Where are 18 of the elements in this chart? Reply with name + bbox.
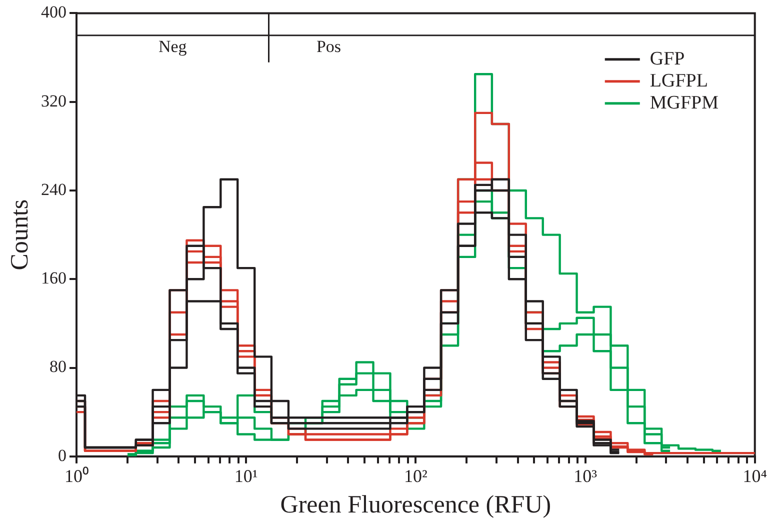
y-tick-label: 320 xyxy=(41,91,66,110)
y-axis-title: Counts xyxy=(6,199,34,270)
legend-label: LGFPL xyxy=(650,70,708,92)
y-tick-label: 240 xyxy=(41,180,66,199)
y-tick-label: 80 xyxy=(50,357,66,376)
annotation: Neg xyxy=(158,36,188,56)
x-axis-title: Green Fluorescence (RFU) xyxy=(280,492,552,519)
x-tick-label: 10⁴ xyxy=(742,466,768,486)
y-tick-label: 0 xyxy=(58,446,66,465)
x-tick-label: 10² xyxy=(404,466,428,486)
x-tick-label: 10³ xyxy=(574,466,598,486)
y-tick-label: 400 xyxy=(41,2,66,22)
legend-label: MGFPM xyxy=(650,92,719,114)
x-tick-label: 10⁰ xyxy=(64,466,88,486)
legend-label: GFP xyxy=(650,48,685,70)
y-tick-label: 160 xyxy=(41,268,66,288)
annotation: Pos xyxy=(316,36,342,56)
x-tick-label: 10¹ xyxy=(234,466,258,486)
